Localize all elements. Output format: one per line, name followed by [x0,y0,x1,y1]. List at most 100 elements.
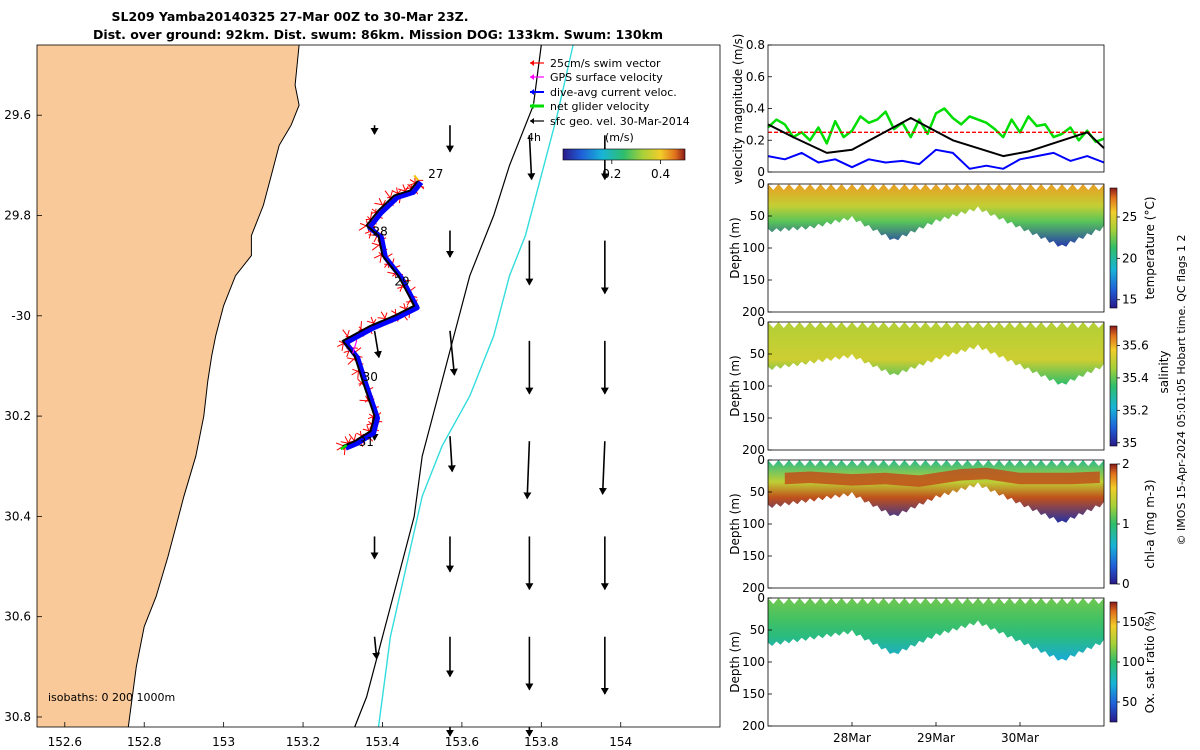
section-cbar-label: temperature (°C) [1143,197,1157,300]
legend-arrow-current [530,89,534,95]
section-y-label: Depth (m) [728,631,742,692]
map-x-tick-label: 153.2 [286,735,320,749]
velocity-y-tick-label: 0 [757,165,765,179]
map-x-tick-label: 153.8 [524,735,558,749]
legend-arrow-swim [530,60,534,66]
map-y-ticks: 29.6 29.8 -30 30.2 30.4 30.6 30.8 [4,108,42,724]
section-y-tick-label: 50 [750,485,765,499]
swim-vector [353,433,357,442]
depth-section-1: 0 50 100 150 200 Depth (m) 15 20 25 temperature (… [728,177,1157,319]
legend-arrow-net [530,103,534,109]
velocity-series [767,107,1105,170]
swim-vector [391,310,398,315]
velocity-y-tick-label: 0.6 [746,70,765,84]
swim-vector [359,399,370,402]
section-y-label: Depth (m) [728,493,742,554]
title-line-2: Dist. over ground: 92km. Dist. swum: 86k… [93,27,663,42]
day-labels: 27 28 29 30 31 [359,167,444,449]
map-legend: 25cm/s swim vector GPS surface velocity … [527,57,690,181]
glider-path [341,179,419,448]
map-colorbar-ticks: 0.2 0.4 [602,160,670,181]
credit-text: © IMOS 15-Apr-2024 05:01:05 Hobart time.… [1175,235,1188,546]
velocity-series-line [767,107,1105,145]
section-cbar-tick-label: 2 [1122,457,1130,471]
section-cbar-tick-label: 150 [1122,615,1145,629]
swim-vector [360,321,362,332]
day-label: 29 [394,275,409,289]
section-y-tick-label: 100 [742,241,765,255]
map-cbar-tick-label: 0.2 [602,167,621,181]
isobath-label: isobaths: 0 200 1000m [48,691,175,704]
map-colorbar-label: (m/s) [605,131,634,144]
velocity-y-label: velocity magnitude (m/s) [731,34,745,185]
section-y-tick-label: 200 [742,443,765,457]
glider-track [335,174,425,456]
section-y-tick-label: 100 [742,655,765,669]
current-vector [523,441,532,500]
current-vector [373,330,382,359]
velocity-y-tick-label: 0.8 [746,38,765,52]
swim-vector [384,190,392,199]
section-y-tick-label: 200 [742,719,765,733]
current-vector [447,436,456,473]
legend-label-swim: 25cm/s swim vector [550,57,661,70]
track-end-marker [340,444,348,451]
section-y-tick-label: 200 [742,305,765,319]
time-x-tick-label: 29Mar [917,731,955,745]
map-cbar-tick-label: 0.4 [651,167,670,181]
chl-maximum-band [784,467,1100,487]
section-y-tick-label: 200 [742,581,765,595]
swim-vector [358,225,367,231]
current-vector [449,330,458,376]
current-vector [527,135,536,181]
legend-label-current: dive-avg current veloc. [550,86,677,99]
velocity-y-tick-label: 0.4 [746,102,765,116]
section-y-tick-label: 150 [742,549,765,563]
section-y-tick-label: 150 [742,411,765,425]
section-cbar-tick-label: 20 [1122,251,1137,265]
section-y-tick-label: 100 [742,517,765,531]
time-step-label: 4h [527,131,541,144]
swim-vector [371,242,381,247]
time-x-tick-label: 28Mar [833,731,871,745]
section-cbar-tick-label: 25 [1122,210,1137,224]
section-y-tick-label: 100 [742,379,765,393]
map-axes-frame [36,44,721,728]
swim-vector [373,253,383,259]
velocity-magnitude-panel: 0 0.2 0.4 0.6 0.8 velocity magnitude (m/s) [731,34,1105,185]
map-y-tick-label: 29.6 [4,108,31,122]
map-y-tick-label: 30.4 [4,509,31,523]
section-colorbar [1109,601,1118,723]
surface-current-vectors [370,125,609,737]
dive-avg-current-band [343,180,424,451]
section-y-label: Depth (m) [728,217,742,278]
map-x-tick-label: 153.4 [365,735,399,749]
section-cbar-tick-label: 35.6 [1122,338,1149,352]
section-cbar-tick-label: 1 [1122,517,1130,531]
section-cbar-tick-label: 35.4 [1122,371,1149,385]
map-x-ticks: 152.6 152.8 153 153.2 153.4 153.6 153.8 154 [48,722,632,749]
map-x-tick-label: 152.8 [127,735,161,749]
section-y-label: Depth (m) [728,355,742,416]
salinity-side-note: salinity [1157,350,1171,393]
map-y-tick-label: 30.6 [4,610,31,624]
section-y-tick-label: 50 [750,623,765,637]
section-colorbar [1109,325,1118,447]
map-y-tick-label: 29.8 [4,209,31,223]
swim-vector [378,197,384,207]
track-start-marker [413,174,419,182]
section-cbar-tick-label: 35 [1122,436,1137,450]
time-x-ticks: 28Mar 29Mar 30Mar [833,722,1039,745]
map-y-tick-label: 30.2 [4,409,31,423]
section-cbar-tick-label: 35.2 [1122,403,1149,417]
section-profile [768,598,1104,661]
time-x-tick-label: 30Mar [1001,731,1039,745]
isobath-200m-line [354,44,542,728]
map-y-tick-label: 30.8 [4,710,31,724]
coastline-0m [127,44,300,728]
map-x-tick-label: 153 [212,735,235,749]
velocity-y-ticks: 0 0.2 0.4 0.6 0.8 [746,38,772,179]
